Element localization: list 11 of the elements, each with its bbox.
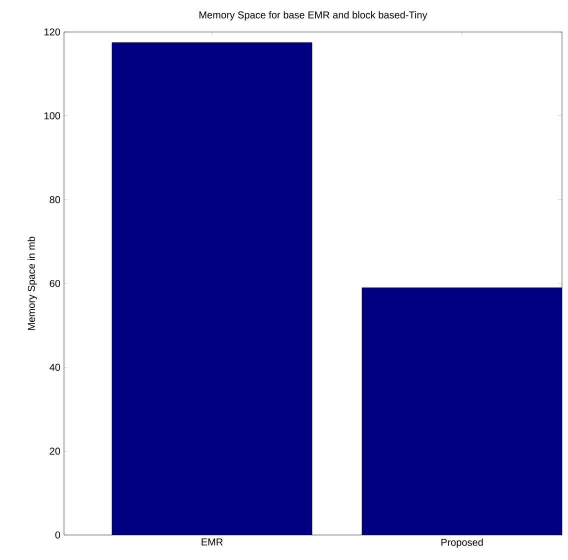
- y-tick-label: 40: [50, 364, 60, 371]
- y-tick-label: 80: [50, 196, 60, 204]
- y-tick-label: 0: [55, 531, 60, 539]
- y-tick-label: 100: [44, 112, 60, 120]
- chart-title: Memory Space for base EMR and block based-Tiny: [200, 11, 428, 20]
- y-tick-label: 60: [50, 280, 60, 288]
- y-axis-title: Memory Space in mb: [28, 236, 37, 330]
- y-tick-label: 120: [44, 28, 60, 36]
- x-tick-label: EMR: [202, 538, 223, 546]
- x-tick-label: Proposed: [441, 538, 483, 548]
- y-tick-label: 20: [50, 448, 60, 455]
